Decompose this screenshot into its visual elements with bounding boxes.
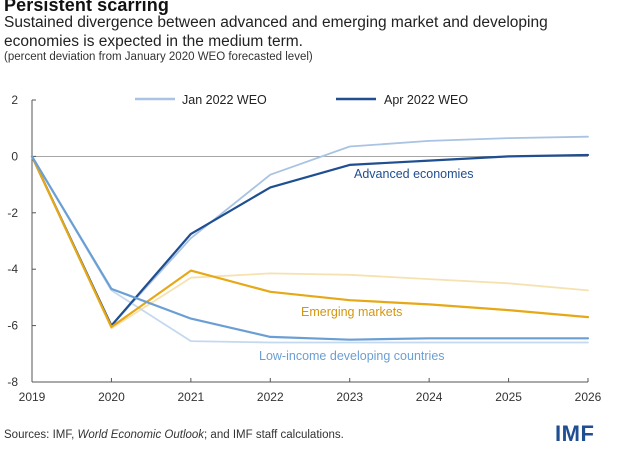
series-line-lic-jan <box>31 155 589 344</box>
y-tick-label: 2 <box>11 93 18 107</box>
source-note: Sources: IMF, World Economic Outlook; an… <box>4 429 344 441</box>
y-tick-label: -2 <box>7 206 18 220</box>
series-line-em-apr <box>30 155 590 329</box>
chart-annotations: Advanced economies Emerging markets Low-… <box>259 167 474 363</box>
y-tick-label: -6 <box>7 319 18 333</box>
annotation-emerging-markets: Emerging markets <box>301 305 402 319</box>
chart-series <box>30 135 590 344</box>
series-line-lic-apr <box>30 155 590 341</box>
source-suffix: ; and IMF staff calculations. <box>204 429 344 441</box>
chart-subtitle: Sustained divergence between advanced an… <box>4 14 548 50</box>
x-tick-label: 2022 <box>257 390 284 404</box>
y-tick-label: -8 <box>7 375 18 389</box>
source-publication: World Economic Outlook <box>77 429 205 441</box>
series-line-adv-apr <box>30 153 590 327</box>
y-tick-label: 0 <box>11 149 18 163</box>
legend-label-apr: Apr 2022 WEO <box>384 93 468 107</box>
x-tick-label: 2024 <box>416 390 443 404</box>
x-tick-label: 2023 <box>336 390 363 404</box>
annotation-low-income-countries: Low-income developing countries <box>259 349 445 363</box>
chart-title: Persistent scarring <box>4 0 169 15</box>
imf-logo: IMF <box>555 421 595 446</box>
x-tick-label: 2026 <box>575 390 602 404</box>
x-tick-label: 2025 <box>495 390 522 404</box>
annotation-advanced-economies: Advanced economies <box>354 167 474 181</box>
series-line-em-jan <box>31 155 589 330</box>
legend-label-jan: Jan 2022 WEO <box>182 93 267 107</box>
x-tick-label: 2021 <box>178 390 205 404</box>
x-tick-label: 2020 <box>98 390 125 404</box>
units-note: (percent deviation from January 2020 WEO… <box>4 51 313 63</box>
y-tick-label: -4 <box>7 262 18 276</box>
x-tick-label: 2019 <box>19 390 46 404</box>
chart-legend: Jan 2022 WEO Apr 2022 WEO <box>135 93 468 107</box>
series-line-adv-jan <box>31 135 589 327</box>
source-prefix: Sources: IMF, <box>4 429 78 441</box>
